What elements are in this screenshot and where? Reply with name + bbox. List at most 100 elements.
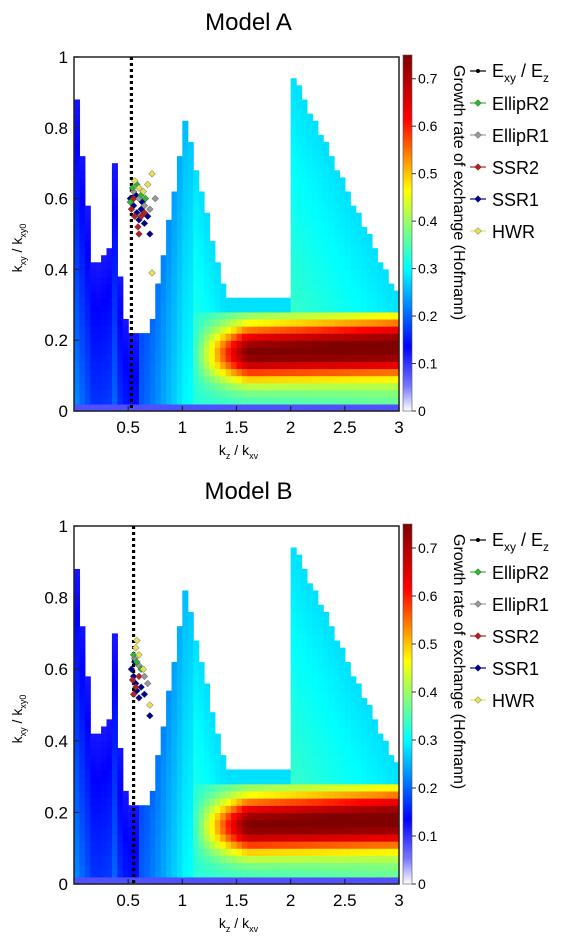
heatmap-cell	[382, 855, 389, 864]
heatmap-cell	[182, 805, 189, 813]
x-axis-label: kz / kxv	[219, 442, 259, 461]
heatmap-cell	[339, 297, 346, 306]
heatmap-cell	[366, 755, 373, 763]
heatmap-cell	[117, 747, 124, 756]
heatmap-cell	[247, 841, 254, 849]
heatmap-cell	[209, 833, 216, 842]
heatmap-cell	[252, 389, 259, 398]
heatmap-cell	[306, 177, 313, 186]
heatmap-cell	[290, 248, 297, 256]
heatmap-cell	[149, 862, 156, 871]
heatmap-cell	[101, 283, 108, 292]
heatmap-cell	[198, 876, 205, 885]
heatmap-cell	[274, 769, 281, 778]
heatmap-cell	[296, 776, 303, 785]
heatmap-cell	[106, 269, 113, 278]
heatmap-cell	[111, 297, 118, 306]
heatmap-cell	[382, 862, 389, 871]
heatmap-cell	[111, 862, 118, 871]
heatmap-cell	[388, 297, 395, 306]
heatmap-cell	[231, 841, 238, 849]
heatmap-cell	[166, 848, 173, 856]
heatmap-cell	[236, 841, 243, 849]
heatmap-cell	[106, 783, 113, 792]
heatmap-cell	[290, 375, 297, 384]
heatmap-cell	[149, 812, 156, 821]
heatmap-cell	[296, 841, 303, 849]
heatmap-cell	[306, 340, 313, 348]
colorbar-tick-label: 0	[418, 403, 426, 419]
heatmap-cell	[355, 276, 362, 285]
heatmap-cell	[247, 876, 254, 885]
y-axis-label: kxy / kxy0	[9, 695, 28, 744]
heatmap-cell	[166, 862, 173, 871]
heatmap-cell	[236, 833, 243, 842]
heatmap-cell	[339, 826, 346, 835]
heatmap-cell	[301, 326, 308, 334]
heatmap-cell	[323, 382, 330, 391]
heatmap-cell	[225, 776, 232, 785]
heatmap-cell	[323, 389, 330, 398]
heatmap-cell	[366, 869, 373, 878]
heatmap-cell	[74, 304, 81, 313]
heatmap-cell	[334, 841, 341, 849]
heatmap-cell	[236, 396, 243, 405]
heatmap-cell	[90, 396, 97, 405]
heatmap-cell	[285, 848, 292, 856]
heatmap-cell	[111, 762, 118, 771]
heatmap-cell	[388, 776, 395, 785]
heatmap-cell	[204, 848, 211, 856]
heatmap-cell	[328, 848, 335, 856]
y-tick-label: 0	[59, 875, 68, 894]
heatmap-cell	[187, 269, 194, 278]
heatmap-cell	[306, 783, 313, 792]
heatmap-cell	[350, 304, 357, 313]
heatmap-cell	[377, 812, 384, 821]
heatmap-cell	[361, 283, 368, 292]
heatmap-cell	[323, 747, 330, 756]
heatmap-cell	[355, 733, 362, 742]
heatmap-cell	[182, 134, 189, 143]
heatmap-cell	[204, 304, 211, 313]
heatmap-cell	[328, 205, 335, 214]
heatmap-cell	[344, 248, 351, 256]
heatmap-cell	[323, 690, 330, 699]
heatmap-cell	[317, 669, 324, 677]
heatmap-cell	[171, 869, 178, 878]
heatmap-cell	[355, 368, 362, 377]
heatmap-cell	[306, 798, 313, 806]
heatmap-cell	[350, 740, 357, 749]
heatmap-cell	[306, 848, 313, 856]
heatmap-cell	[317, 869, 324, 878]
heatmap-cell	[312, 234, 319, 242]
heatmap-cell	[166, 783, 173, 792]
heatmap-cell	[382, 347, 389, 355]
heatmap-cell	[388, 826, 395, 835]
heatmap-cell	[301, 403, 308, 412]
heatmap-cell	[323, 611, 330, 620]
heatmap-cell	[225, 340, 232, 348]
heatmap-cell	[361, 311, 368, 320]
heatmap-cell	[317, 755, 324, 763]
heatmap-cell	[301, 283, 308, 292]
heatmap-cell	[274, 333, 281, 341]
heatmap-cell	[258, 354, 265, 363]
heatmap-cell	[274, 396, 281, 405]
heatmap-cell	[371, 812, 378, 821]
heatmap-cell	[334, 184, 341, 193]
heatmap-cell	[328, 755, 335, 763]
colorbar-tick-label: 0	[418, 876, 426, 892]
x-tick-label: 2	[286, 418, 295, 437]
heatmap-cell	[133, 396, 140, 405]
heatmap-cell	[355, 326, 362, 334]
heatmap-cell	[74, 354, 81, 363]
heatmap-cell	[171, 333, 178, 341]
heatmap-cell	[301, 304, 308, 313]
heatmap-cell	[236, 318, 243, 327]
heatmap-cell	[393, 769, 400, 778]
heatmap-cell	[171, 375, 178, 384]
heatmap-cell	[296, 712, 303, 720]
heatmap-cell	[220, 776, 227, 785]
heatmap-cell	[79, 626, 86, 634]
heatmap-cell	[117, 318, 124, 327]
